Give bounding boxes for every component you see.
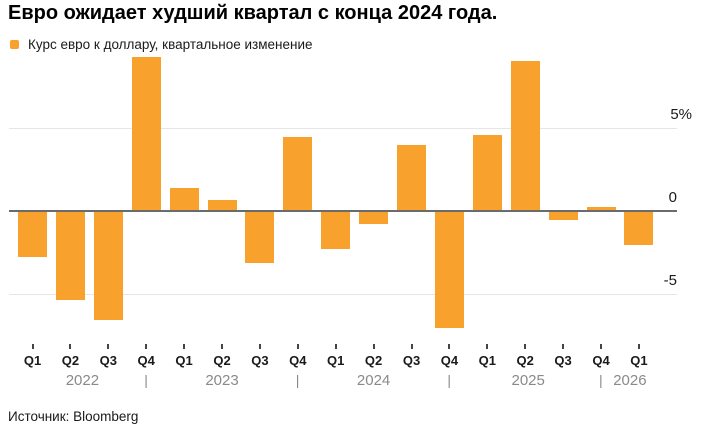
x-axis-quarter-label: Q3 bbox=[251, 353, 269, 368]
legend: Курс евро к доллару, квартальное изменен… bbox=[10, 37, 313, 52]
x-axis-year-label: 2023 bbox=[205, 372, 239, 389]
chart-title: Евро ожидает худший квартал с конца 2024… bbox=[8, 2, 498, 24]
x-axis-tick bbox=[334, 344, 337, 349]
bar-q1-2024 bbox=[321, 212, 351, 249]
y-axis-label: -5 bbox=[663, 272, 677, 289]
x-axis-tick bbox=[372, 344, 375, 349]
x-axis-tick bbox=[145, 344, 148, 349]
bar-q2-2024 bbox=[359, 212, 389, 224]
x-axis-quarter-label: Q4 bbox=[440, 353, 459, 368]
x-axis-quarter-label: Q2 bbox=[213, 353, 231, 368]
x-axis-quarter-label: Q1 bbox=[630, 353, 648, 368]
x-axis-tick bbox=[524, 344, 527, 349]
x-axis-tick bbox=[486, 344, 489, 349]
bar-q1-2023 bbox=[169, 188, 199, 210]
x-axis-quarter-label: Q1 bbox=[175, 353, 193, 368]
source-note: Источник: Bloomberg bbox=[8, 409, 139, 424]
x-axis-quarter-label: Q1 bbox=[23, 353, 42, 368]
x-axis-quarter-label: Q4 bbox=[137, 353, 155, 368]
x-axis-tick bbox=[69, 344, 72, 349]
bar-q1-2025 bbox=[472, 135, 502, 210]
x-axis-tick bbox=[448, 344, 451, 349]
x-axis-year-separator: | bbox=[447, 372, 452, 388]
x-axis-quarter-label: Q4 bbox=[289, 353, 307, 368]
x-axis-year-separator: | bbox=[144, 372, 148, 388]
bar-q4-2025 bbox=[586, 206, 616, 210]
x-axis-quarter-label: Q2 bbox=[364, 353, 383, 368]
x-axis-year-label: 2025 bbox=[511, 372, 545, 389]
x-axis-tick bbox=[221, 344, 223, 349]
x-axis-tick bbox=[31, 344, 34, 349]
bar-q2-2025 bbox=[510, 60, 540, 210]
gridline bbox=[9, 128, 677, 129]
bar-q4-2023 bbox=[283, 136, 313, 210]
x-axis-tick bbox=[562, 344, 565, 349]
x-axis-quarter-label: Q3 bbox=[402, 353, 421, 368]
bar-q2-2023 bbox=[207, 200, 237, 210]
x-axis-quarter-label: Q4 bbox=[592, 353, 610, 368]
x-axis-quarter-label: Q3 bbox=[554, 353, 572, 368]
bar-q3-2024 bbox=[397, 145, 426, 210]
x-axis-year-label: 2026 bbox=[613, 372, 647, 389]
x-axis-year-separator: | bbox=[295, 372, 300, 388]
bar-q1-2022 bbox=[18, 212, 47, 257]
x-axis-quarter-label: Q3 bbox=[99, 353, 117, 368]
x-axis-quarter-label: Q2 bbox=[61, 353, 80, 368]
x-axis-tick bbox=[183, 344, 186, 349]
x-axis-year-label: 2022 bbox=[65, 372, 100, 389]
y-axis-label: 0 bbox=[668, 189, 677, 206]
gridline bbox=[9, 294, 677, 295]
bar-q3-2025 bbox=[548, 212, 578, 221]
x-axis-quarter-label: Q1 bbox=[478, 353, 496, 368]
x-axis-tick bbox=[107, 344, 110, 349]
bar-q1-2026 bbox=[624, 212, 654, 246]
x-axis-tick bbox=[258, 344, 261, 349]
bar-q2-2022 bbox=[55, 212, 85, 300]
bar-q4-2022 bbox=[131, 57, 161, 210]
x-axis-year-label: 2024 bbox=[356, 372, 391, 389]
y-axis-label: 5% bbox=[670, 106, 692, 123]
zero-axis-line bbox=[9, 210, 677, 212]
x-axis-year-separator: | bbox=[599, 372, 603, 388]
x-axis-tick bbox=[600, 344, 602, 349]
x-axis-tick bbox=[637, 344, 640, 349]
bar-q3-2022 bbox=[93, 212, 123, 320]
legend-swatch-icon bbox=[10, 40, 19, 49]
x-axis-tick bbox=[410, 344, 413, 349]
x-axis-quarter-label: Q2 bbox=[516, 353, 534, 368]
legend-label: Курс евро к доллару, квартальное изменен… bbox=[28, 37, 313, 52]
x-axis-tick bbox=[296, 344, 299, 349]
bar-q4-2024 bbox=[434, 212, 464, 329]
x-axis-quarter-label: Q1 bbox=[327, 353, 345, 368]
bar-q3-2023 bbox=[245, 212, 275, 264]
